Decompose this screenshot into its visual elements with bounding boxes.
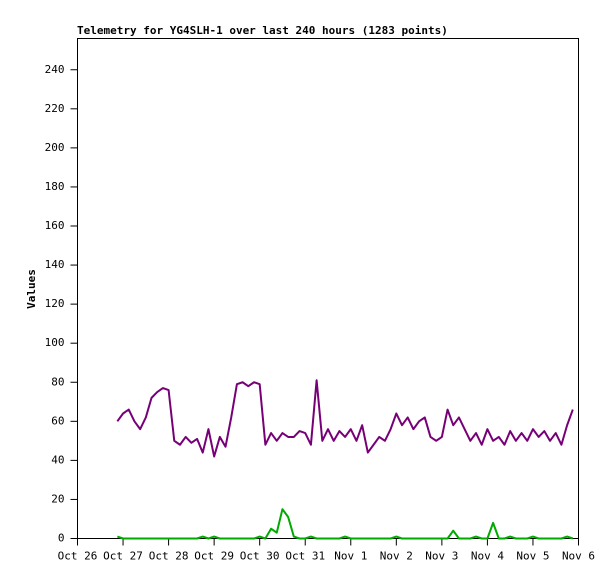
y-axis-label: Values [25, 269, 38, 309]
series-line [117, 508, 574, 540]
y-tick-label: 180 [45, 180, 65, 193]
x-tick-label: Nov 2 [380, 550, 413, 563]
y-tick-label: 220 [45, 102, 65, 115]
x-tick-label: Nov 4 [471, 550, 504, 563]
series-line [116, 379, 574, 458]
y-tick-label: 240 [45, 63, 65, 76]
y-tick-label: 120 [45, 297, 65, 310]
y-tick-label: 60 [51, 414, 64, 427]
y-tick-label: 0 [58, 532, 65, 545]
x-tick-label: Oct 29 [194, 550, 234, 563]
x-tick-label: Oct 27 [103, 550, 143, 563]
y-tick-label: 20 [51, 492, 64, 505]
plot-frame [77, 38, 579, 539]
x-tick-label: Nov 6 [562, 550, 595, 563]
y-tick-label: 80 [51, 375, 64, 388]
x-tick-label: Oct 30 [240, 550, 280, 563]
y-tick-label: 40 [51, 453, 64, 466]
x-tick-label: Nov 1 [334, 550, 367, 563]
y-tick-label: 160 [45, 219, 65, 232]
y-tick-label: 100 [45, 336, 65, 349]
x-tick-label: Oct 31 [285, 550, 325, 563]
x-tick-label: Nov 5 [516, 550, 549, 563]
x-tick-label: Oct 28 [149, 550, 189, 563]
y-tick-label: 140 [45, 258, 65, 271]
x-tick-label: Nov 3 [425, 550, 458, 563]
chart-title: Telemetry for YG4SLH-1 over last 240 hou… [77, 24, 448, 37]
y-tick-label: 200 [45, 141, 65, 154]
x-tick-label: Oct 26 [58, 550, 98, 563]
